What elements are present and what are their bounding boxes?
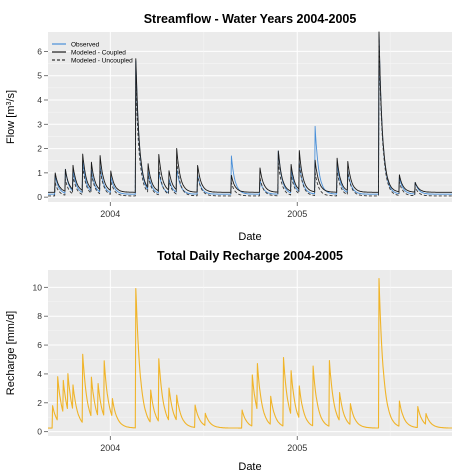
y-tick-label: 6: [37, 46, 42, 56]
y-axis-ticks: 0 1 2 3 4 5 6: [37, 46, 48, 202]
y-tick-label: 2: [37, 398, 42, 408]
y-axis-ticks: 0 2 4 6 8 10: [33, 282, 48, 437]
chart-title: Total Daily Recharge 2004-2005: [157, 249, 343, 263]
legend-label-uncoupled: Modeled - Uncoupled: [71, 58, 133, 65]
y-axis-label: Recharge [mm/d]: [5, 311, 17, 395]
legend-label-coupled: Modeled - Coupled: [71, 50, 126, 57]
y-axis-label: Flow [m3/s]: [5, 90, 17, 144]
y-tick-label: 0: [37, 427, 42, 437]
series-line-recharge: [47, 278, 453, 429]
x-tick-label: 2005: [287, 443, 307, 453]
y-tick-label: 4: [37, 95, 42, 105]
gridlines: [48, 270, 452, 436]
legend-label-observed: Observed: [71, 42, 100, 49]
y-tick-label: 6: [37, 340, 42, 350]
y-tick-label: 2: [37, 144, 42, 154]
x-tick-label: 2004: [100, 443, 120, 453]
y-tick-label: 5: [37, 71, 42, 81]
series-line-modeled-uncoupled: [48, 41, 452, 197]
x-tick-label: 2004: [100, 209, 120, 219]
y-tick-label: 4: [37, 369, 42, 379]
x-axis-label: Date: [238, 231, 261, 243]
gridlines: [48, 32, 452, 202]
y-tick-label: 1: [37, 168, 42, 178]
chart-title: Streamflow - Water Years 2004-2005: [144, 12, 357, 26]
recharge-chart: Total Daily Recharge 2004-2005 0 2 4 6 8 10 2…: [5, 249, 453, 473]
y-tick-label: 3: [37, 119, 42, 129]
series-layer: [47, 278, 453, 429]
streamflow-chart: Streamflow - Water Years 2004-2005 0 1 2 3 4…: [5, 12, 452, 243]
plot-area: [48, 32, 452, 202]
x-axis-label: Date: [238, 461, 261, 473]
x-axis-ticks: 2004 2005: [100, 436, 307, 453]
series-layer: [48, 31, 452, 197]
series-line-modeled-coupled: [48, 31, 452, 193]
legend: Observed Modeled - Coupled Modeled - Unc…: [52, 42, 133, 65]
x-axis-ticks: 2004 2005: [100, 202, 307, 219]
y-tick-label: 10: [33, 282, 43, 292]
x-tick-label: 2005: [287, 209, 307, 219]
y-tick-label: 8: [37, 311, 42, 321]
y-tick-label: 0: [37, 192, 42, 202]
plot-area: [48, 270, 452, 436]
